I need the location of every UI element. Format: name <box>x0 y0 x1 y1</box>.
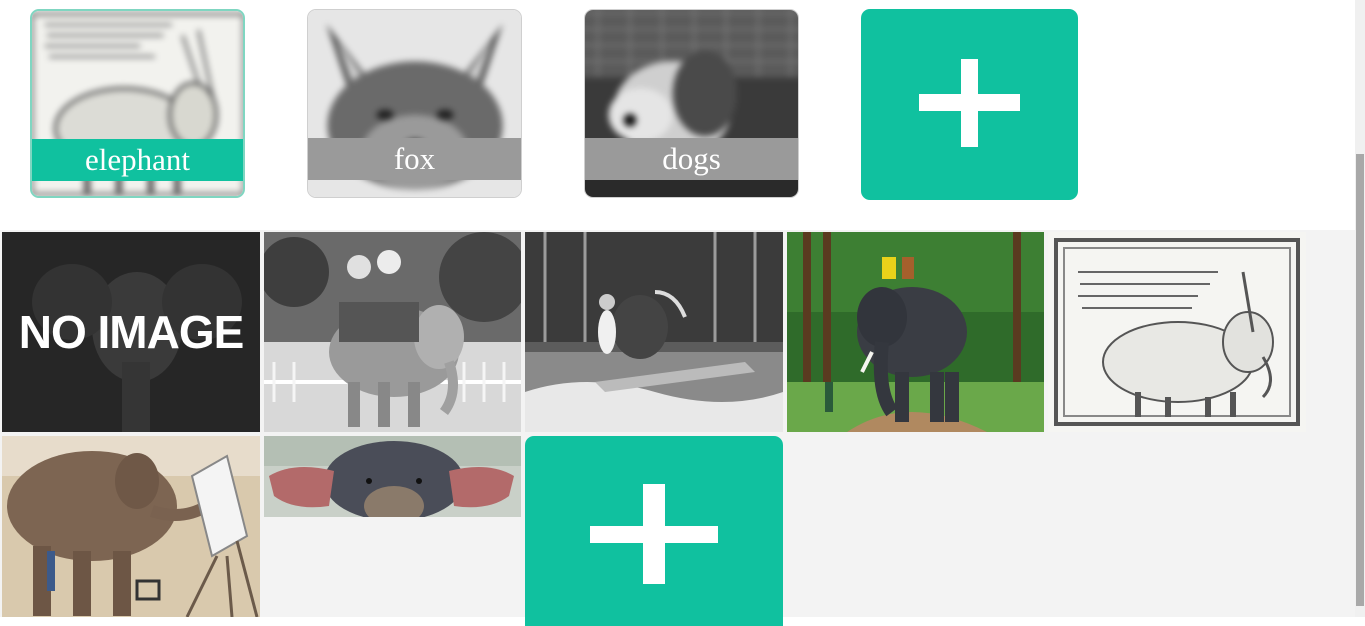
album-card-fox[interactable]: fox <box>307 9 522 198</box>
photo-image <box>787 232 1044 432</box>
scrollbar-thumb[interactable] <box>1356 154 1364 606</box>
photo-image <box>525 232 783 432</box>
photo-tile-elephant-painting[interactable] <box>2 436 260 617</box>
photo-image <box>264 232 521 432</box>
no-image-label: NO IMAGE <box>18 306 245 358</box>
photo-tile-elephant-riders[interactable] <box>787 232 1044 432</box>
photo-tile-no-image[interactable]: NO IMAGE <box>2 232 260 432</box>
album-label: fox <box>308 138 521 180</box>
album-label: dogs <box>585 138 798 180</box>
album-strip: elephant fox dogs <box>0 0 1355 230</box>
vertical-scrollbar[interactable] <box>1355 0 1365 617</box>
photo-tile-elephant-waterski[interactable] <box>525 232 783 432</box>
album-card-dogs[interactable]: dogs <box>584 9 799 198</box>
photo-tile-elephant-engraving[interactable] <box>1048 232 1306 432</box>
photo-image <box>2 232 260 432</box>
album-card-elephant[interactable]: elephant <box>30 9 245 198</box>
album-label: elephant <box>32 139 243 181</box>
add-photo-button[interactable] <box>525 436 783 626</box>
photo-tile-elephant-closeup[interactable] <box>264 436 521 517</box>
add-album-button[interactable] <box>861 9 1078 200</box>
photo-image <box>1048 232 1306 432</box>
photo-image <box>2 436 260 617</box>
photo-image <box>264 436 521 517</box>
photo-grid: NO IMAGE <box>0 230 1355 626</box>
photo-tile-elephant-ride[interactable] <box>264 232 521 432</box>
